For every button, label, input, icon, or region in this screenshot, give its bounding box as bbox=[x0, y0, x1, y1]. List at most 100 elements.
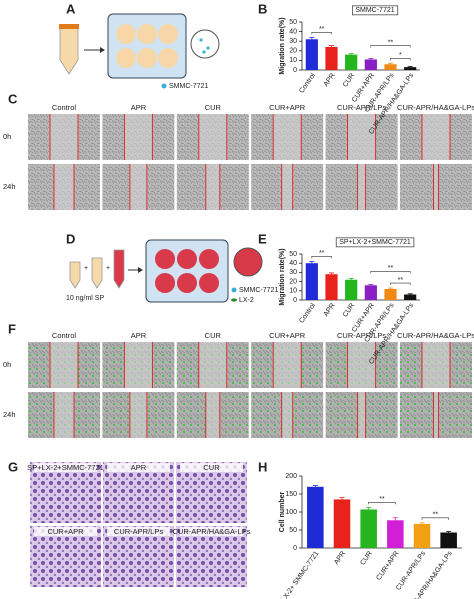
wound-gap bbox=[357, 392, 366, 438]
label-bg bbox=[107, 527, 170, 536]
y-tick-label: 50 bbox=[289, 527, 297, 534]
y-axis-label: Migration rate(%) bbox=[279, 248, 286, 305]
arrow-head bbox=[138, 267, 143, 273]
y-tick-label: 10 bbox=[289, 288, 297, 295]
well bbox=[155, 273, 175, 293]
wound-gap bbox=[273, 114, 302, 160]
column-header: CUR+APR bbox=[269, 331, 306, 340]
well bbox=[177, 249, 197, 269]
y-tick-label: 100 bbox=[285, 509, 297, 516]
column-header: CUR-APR/LPs bbox=[337, 103, 386, 112]
significance-label: ** bbox=[319, 26, 325, 33]
wound-gap bbox=[347, 114, 376, 160]
well bbox=[116, 48, 136, 68]
wound-gap bbox=[124, 114, 153, 160]
micrograph bbox=[30, 526, 101, 587]
image-label: CUR+APR bbox=[47, 527, 84, 536]
significance-bracket bbox=[421, 517, 449, 520]
y-tick-label: 0 bbox=[293, 545, 297, 552]
bar bbox=[387, 520, 404, 548]
column-header: CUR bbox=[205, 331, 222, 340]
y-axis-label: Cell number bbox=[279, 491, 286, 532]
y-tick-label: 50 bbox=[289, 19, 297, 26]
bar bbox=[404, 67, 417, 70]
panel-label: B bbox=[258, 1, 267, 16]
significance-bracket bbox=[390, 282, 411, 286]
label-bg bbox=[180, 463, 243, 472]
wells bbox=[155, 249, 219, 293]
bar bbox=[360, 509, 377, 548]
legend-text: LX-2 bbox=[239, 297, 254, 304]
y-tick-label: 200 bbox=[285, 473, 297, 480]
significance-label: ** bbox=[319, 250, 325, 257]
bar bbox=[384, 288, 397, 300]
panel-label: F bbox=[8, 321, 16, 336]
bar bbox=[345, 54, 358, 70]
column-header: APR bbox=[131, 103, 147, 112]
column-header: CUR+APR bbox=[269, 103, 306, 112]
bar bbox=[325, 46, 338, 70]
image-label: CUR bbox=[203, 463, 220, 472]
wells bbox=[116, 24, 178, 68]
x-tick-label: APR bbox=[323, 72, 337, 88]
x-tick-label: APR bbox=[323, 302, 337, 318]
wound-gap bbox=[129, 392, 147, 438]
image-label: CUR-APR/HA&GA-LPs bbox=[173, 527, 251, 536]
well bbox=[199, 273, 219, 293]
cell bbox=[202, 50, 206, 54]
bar bbox=[305, 263, 318, 300]
schematic-a: SMMC-7721 bbox=[59, 13, 220, 90]
y-tick-label: 40 bbox=[289, 260, 297, 267]
label-bg bbox=[34, 463, 97, 472]
row-label: 0h bbox=[3, 360, 11, 369]
panel-label: E bbox=[258, 231, 267, 246]
y-tick-label: 10 bbox=[289, 57, 297, 64]
wound-gap bbox=[198, 114, 227, 160]
wound-gap bbox=[205, 392, 220, 438]
wound-gap bbox=[281, 164, 293, 210]
row-label: 24h bbox=[3, 410, 16, 419]
y-tick-label: 20 bbox=[289, 278, 297, 285]
significance-bracket bbox=[390, 57, 411, 61]
wound-gap bbox=[273, 342, 302, 388]
title-box bbox=[352, 5, 399, 16]
significance-label: ** bbox=[388, 39, 394, 46]
tube-cap bbox=[59, 24, 79, 29]
well bbox=[137, 24, 157, 44]
wound-gap bbox=[50, 114, 78, 160]
x-tick-label: SP+LX-2+ SMMC-7721 bbox=[273, 550, 321, 599]
significance-bracket bbox=[368, 502, 396, 505]
plus: + bbox=[84, 265, 88, 272]
micrograph bbox=[176, 462, 247, 523]
x-tick-label: APR bbox=[333, 550, 347, 566]
panel-label: H bbox=[258, 459, 267, 474]
y-tick-label: 0 bbox=[293, 297, 297, 304]
legend-leaf bbox=[231, 298, 237, 302]
significance-label: ** bbox=[398, 277, 404, 284]
wound-gap bbox=[433, 164, 439, 210]
wound-gap bbox=[54, 164, 74, 210]
chart-title: SMMC-7721 bbox=[355, 7, 394, 14]
cell bbox=[199, 38, 203, 42]
x-tick-label: CUR bbox=[342, 72, 356, 88]
wound-gap bbox=[129, 164, 147, 210]
wound-gap bbox=[422, 114, 450, 160]
bar bbox=[413, 523, 431, 548]
column-header: Control bbox=[52, 331, 77, 340]
label-bg bbox=[107, 463, 170, 472]
y-axis-label: Migration rate(%) bbox=[279, 17, 286, 74]
bar bbox=[333, 499, 351, 548]
title-box bbox=[335, 237, 415, 248]
wound-gap bbox=[198, 342, 227, 388]
legend-text: SMMC-7721 bbox=[239, 287, 278, 294]
x-tick-label: CUR bbox=[342, 302, 356, 318]
significance-bracket bbox=[370, 45, 411, 48]
column-header: APR bbox=[131, 331, 147, 340]
plus: + bbox=[106, 265, 110, 272]
x-tick-label: Control bbox=[298, 302, 317, 325]
legend-text: SMMC-7721 bbox=[169, 83, 208, 90]
zoom-circle bbox=[233, 247, 263, 277]
plate bbox=[107, 13, 187, 79]
wound-gap bbox=[124, 342, 153, 388]
y-tick-label: 30 bbox=[289, 38, 297, 45]
